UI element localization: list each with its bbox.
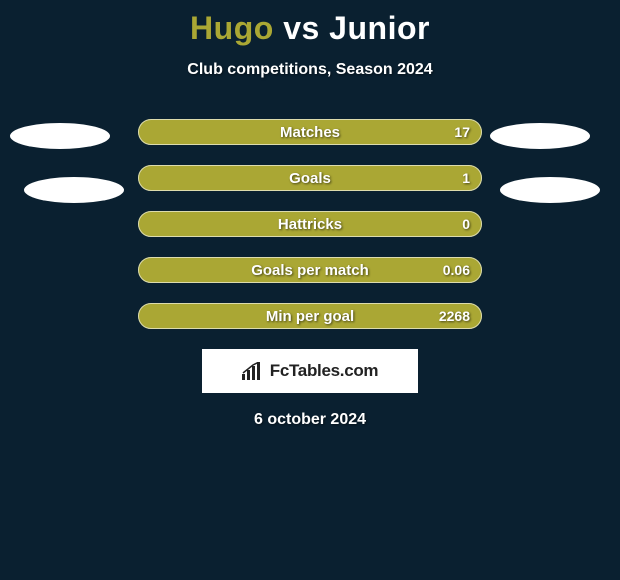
subtitle: Club competitions, Season 2024	[0, 61, 620, 79]
stat-label: Goals	[138, 165, 482, 191]
stat-label: Goals per match	[138, 257, 482, 283]
stat-row: Hattricks0	[138, 211, 482, 237]
stat-value: 17	[454, 119, 470, 145]
vs-text: vs	[283, 10, 320, 46]
stat-label: Hattricks	[138, 211, 482, 237]
decorative-ellipse	[10, 123, 110, 149]
chart-icon	[242, 362, 264, 380]
stat-row: Min per goal2268	[138, 303, 482, 329]
stat-label: Matches	[138, 119, 482, 145]
stat-value: 0	[462, 211, 470, 237]
decorative-ellipse	[490, 123, 590, 149]
stat-row: Goals1	[138, 165, 482, 191]
source-logo[interactable]: FcTables.com	[202, 349, 418, 393]
stat-value: 2268	[439, 303, 470, 329]
player2-name: Junior	[329, 10, 430, 46]
stat-row: Goals per match0.06	[138, 257, 482, 283]
stat-row: Matches17	[138, 119, 482, 145]
stats-chart: Matches17 Goals1 Hattricks0 Goals per match…	[0, 119, 620, 329]
decorative-ellipse	[24, 177, 124, 203]
logo-text: FcTables.com	[270, 361, 379, 381]
player1-name: Hugo	[190, 10, 274, 46]
stat-value: 1	[462, 165, 470, 191]
stat-label: Min per goal	[138, 303, 482, 329]
stat-value: 0.06	[443, 257, 470, 283]
date-text: 6 october 2024	[0, 411, 620, 429]
decorative-ellipse	[500, 177, 600, 203]
comparison-title: Hugo vs Junior	[0, 0, 620, 47]
